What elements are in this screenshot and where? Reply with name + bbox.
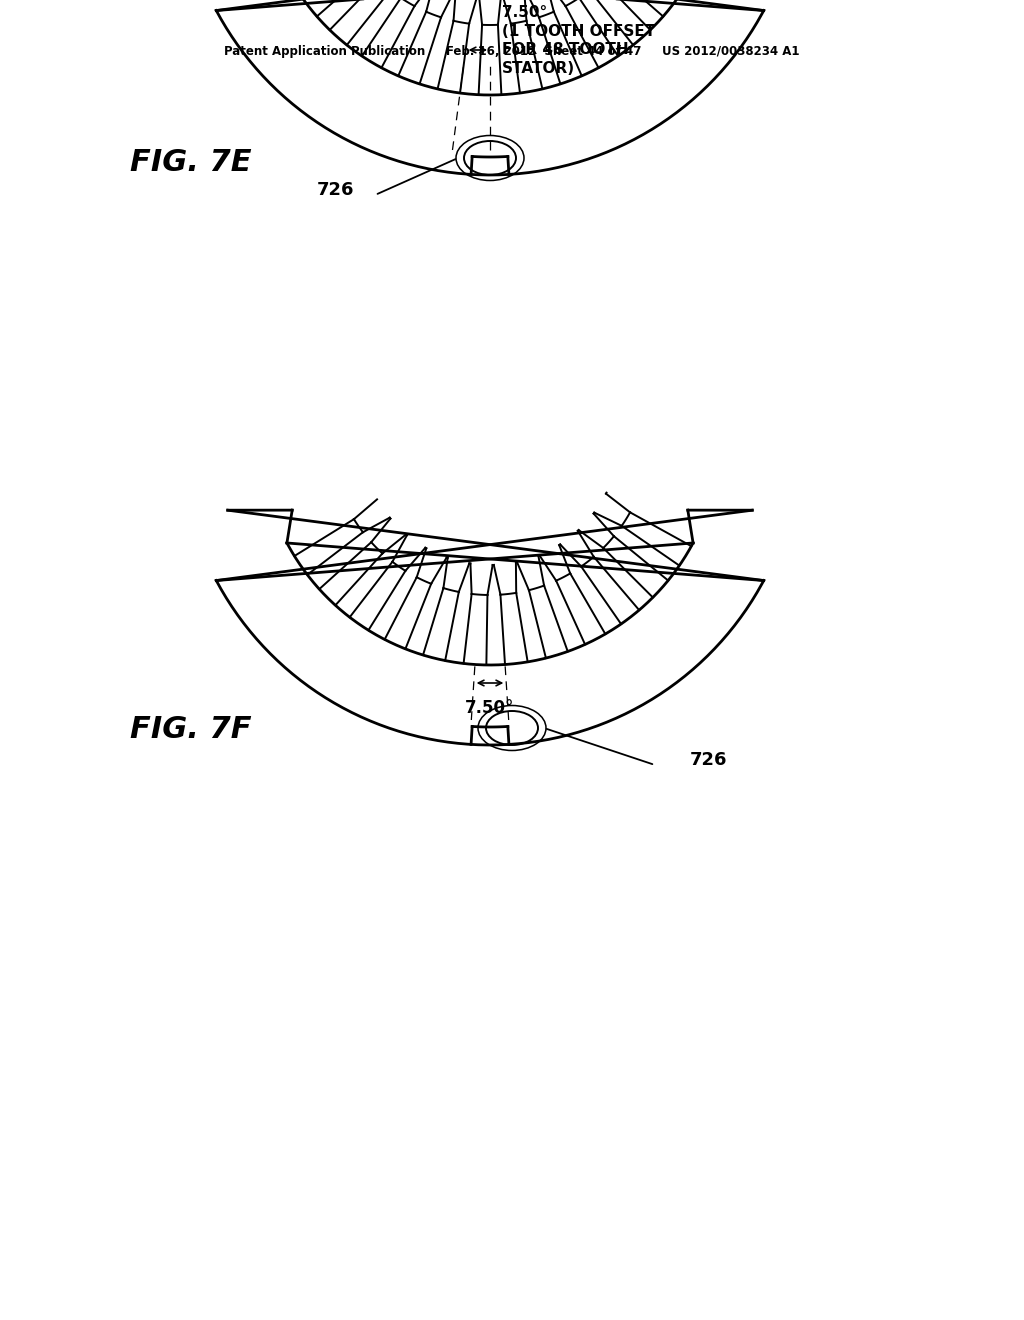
Text: FIG. 7F: FIG. 7F [130,715,252,744]
Text: 726: 726 [316,181,353,199]
Text: Patent Application Publication     Feb. 16, 2012  Sheet 44 of 47     US 2012/003: Patent Application Publication Feb. 16, … [224,45,800,58]
Text: 7.50°: 7.50° [465,700,515,717]
Text: 7.50°
(1 TOOTH OFFSET
FOR 48 TOOTH
STATOR): 7.50° (1 TOOTH OFFSET FOR 48 TOOTH STATO… [502,5,655,75]
Text: FIG. 7E: FIG. 7E [130,148,252,177]
Text: 726: 726 [690,751,727,770]
